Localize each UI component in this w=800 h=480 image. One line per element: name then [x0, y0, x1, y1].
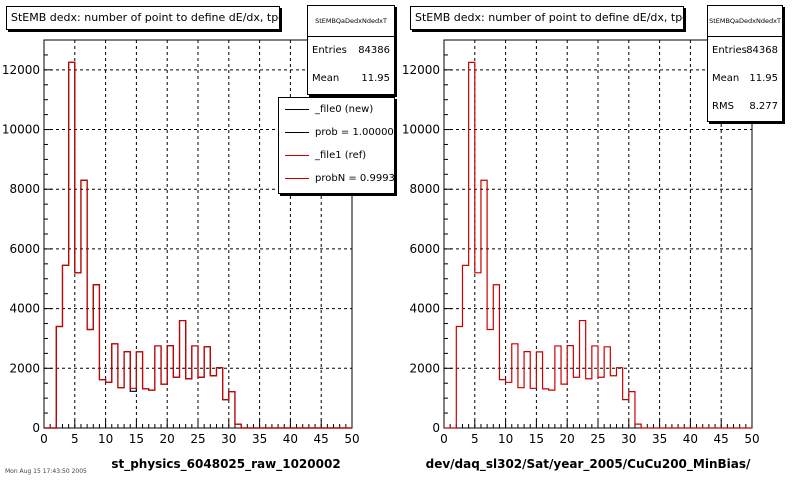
legend-item-prob: prob = 1.000000: [279, 121, 394, 144]
legend-line-red: [285, 178, 309, 179]
right-stats-box: StEMBQaDedxNdedxT Entries 84368 Mean 11.…: [707, 5, 783, 122]
x-axis-label: dev/daq_sl302/Sat/year_2005/CuCu200_MinB…: [426, 457, 751, 472]
y-tick-label: 6000: [9, 242, 40, 256]
histogram-series-0: [444, 61, 752, 429]
x-tick-label: 5: [71, 432, 79, 446]
y-tick-label: 12000: [402, 63, 440, 77]
x-tick-label: 15: [529, 432, 544, 446]
x-tick-label: 25: [590, 432, 605, 446]
x-tick-label: 35: [252, 432, 267, 446]
x-tick-label: 10: [98, 432, 113, 446]
stats-label: Entries: [312, 45, 347, 56]
legend-item-file0: _file0 (new): [279, 98, 394, 121]
stats-label: Mean: [712, 73, 740, 84]
y-tick-label: 0: [432, 421, 440, 435]
stats-value: 84386: [358, 45, 390, 56]
stats-value: 11.95: [749, 73, 778, 84]
right-stats-mean: Mean 11.95: [708, 65, 782, 93]
x-tick-label: 35: [652, 432, 667, 446]
stats-value: 8.277: [749, 101, 778, 112]
left-stats-box: StEMBQaDedxNdedxT Entries 84386 Mean 11.…: [307, 5, 395, 95]
histogram-series-1: [44, 61, 352, 429]
x-tick-label: 10: [498, 432, 513, 446]
right-stats-rms: RMS 8.277: [708, 93, 782, 121]
stats-value: 11.95: [361, 73, 390, 84]
left-stats-mean: Mean 11.95: [308, 65, 394, 93]
x-tick-label: 50: [344, 432, 359, 446]
x-tick-label: 40: [283, 432, 298, 446]
legend-line-red: [285, 155, 309, 156]
x-tick-label: 30: [221, 432, 236, 446]
right-panel-title: StEMB dedx: number of point to define dE…: [410, 6, 684, 30]
y-tick-label: 10000: [402, 123, 440, 137]
y-tick-label: 10000: [2, 123, 40, 137]
x-tick-label: 30: [621, 432, 636, 446]
y-tick-label: 4000: [9, 302, 40, 316]
x-tick-label: 0: [440, 432, 448, 446]
y-tick-label: 6000: [409, 242, 440, 256]
x-tick-label: 0: [40, 432, 48, 446]
x-tick-label: 15: [129, 432, 144, 446]
x-tick-label: 45: [714, 432, 729, 446]
left-stats-name: StEMBQaDedxNdedxT: [308, 6, 394, 37]
y-tick-label: 2000: [9, 361, 40, 375]
y-tick-label: 12000: [2, 63, 40, 77]
legend-label: probN = 0.999389: [315, 173, 395, 184]
x-tick-label: 20: [560, 432, 575, 446]
y-tick-label: 8000: [9, 182, 40, 196]
y-tick-label: 8000: [409, 182, 440, 196]
left-panel-title-text: StEMB dedx: number of point to define dE…: [11, 11, 280, 24]
right-histogram-panel: 0 5 10 15 20 25 30 35 40 45 50 0 2000 4000 6000 8000 100…: [402, 39, 760, 472]
x-tick-label: 50: [744, 432, 759, 446]
legend-label: _file0 (new): [315, 104, 374, 115]
y-tick-label: 0: [32, 421, 40, 435]
stats-label: Entries: [712, 45, 747, 56]
legend-line-black: [285, 132, 309, 133]
footer-timestamp: Mon Aug 15 17:43:50 2005: [5, 468, 87, 475]
stats-label: Mean: [312, 73, 340, 84]
right-stats-entries: Entries 84368: [708, 37, 782, 65]
x-tick-label: 45: [314, 432, 329, 446]
x-tick-label: 20: [160, 432, 175, 446]
y-tick-label: 2000: [409, 361, 440, 375]
right-stats-name: StEMBQaDedxNdedxT: [708, 6, 782, 37]
legend-line-black: [285, 109, 309, 110]
y-tick-label: 4000: [409, 302, 440, 316]
stats-label: RMS: [712, 101, 734, 112]
x-axis-label: st_physics_6048025_raw_1020002: [111, 457, 340, 472]
x-tick-label: 25: [190, 432, 205, 446]
left-legend: _file0 (new) prob = 1.000000 _file1 (ref…: [278, 97, 395, 194]
right-panel-title-text: StEMB dedx: number of point to define dE…: [415, 11, 684, 24]
left-stats-entries: Entries 84386: [308, 37, 394, 65]
stats-value: 84368: [746, 45, 778, 56]
legend-item-probn: probN = 0.999389: [279, 167, 394, 190]
legend-label: _file1 (ref): [315, 150, 367, 161]
left-panel-title: StEMB dedx: number of point to define dE…: [6, 6, 280, 30]
x-tick-label: 40: [683, 432, 698, 446]
x-tick-label: 5: [471, 432, 479, 446]
legend-item-file1: _file1 (ref): [279, 144, 394, 167]
legend-label: prob = 1.000000: [315, 127, 395, 138]
